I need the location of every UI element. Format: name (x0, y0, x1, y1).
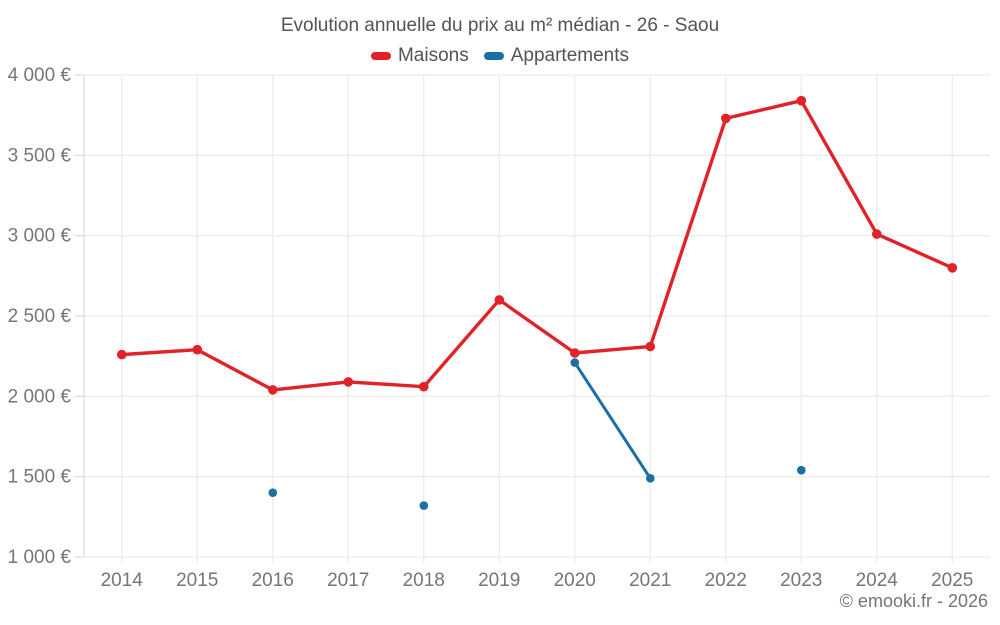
x-axis-label: 2014 (101, 570, 144, 591)
data-point-appartements-2020[interactable] (570, 358, 580, 367)
data-point-maisons-2014[interactable] (117, 349, 127, 360)
data-point-maisons-2016[interactable] (268, 385, 278, 395)
x-axis-label: 2021 (629, 570, 671, 591)
data-point-appartements-2018[interactable] (419, 501, 429, 510)
legend-label-maisons: Maisons (397, 45, 469, 66)
x-axis-label: 2015 (176, 570, 218, 591)
x-axis-label: 2019 (478, 570, 520, 591)
y-axis-label: 2 500 € (8, 306, 72, 327)
data-point-maisons-2015[interactable] (192, 344, 203, 355)
legend-item-appartements[interactable]: Appartements (483, 45, 630, 67)
copyright-watermark: © emooki.fr - 2026 (839, 591, 988, 611)
y-axis-label: 1 500 € (8, 467, 72, 488)
data-point-appartements-2021[interactable] (646, 474, 655, 483)
chart-legend: Maisons Appartements (0, 45, 1000, 67)
y-axis-label: 4 000 € (8, 65, 72, 86)
y-axis-label: 3 000 € (8, 226, 72, 247)
series-line-maisons (120, 99, 954, 392)
y-axis-label: 1 000 € (8, 547, 72, 568)
data-point-maisons-2025[interactable] (947, 263, 958, 273)
x-axis-label: 2017 (327, 570, 369, 591)
series-line-appartements (575, 363, 802, 479)
x-axis-label: 2018 (403, 570, 445, 591)
data-point-maisons-2024[interactable] (872, 229, 882, 239)
data-point-maisons-2022[interactable] (721, 113, 731, 124)
x-axis-label: 2024 (856, 570, 899, 591)
legend-label-appartements: Appartements (510, 45, 630, 66)
data-point-maisons-2019[interactable] (494, 295, 505, 305)
y-axis-label: 3 500 € (8, 145, 72, 166)
x-axis-label: 2020 (554, 570, 596, 591)
x-axis-label: 2023 (780, 570, 822, 591)
data-point-maisons-2023[interactable] (796, 95, 807, 106)
data-point-maisons-2021[interactable] (645, 341, 656, 352)
x-axis-label: 2022 (705, 570, 747, 591)
maisons-legend-swatch-icon (370, 52, 391, 60)
y-axis-label: 2 000 € (8, 386, 72, 407)
data-point-maisons-2020[interactable] (570, 348, 580, 358)
data-point-appartements-2023[interactable] (797, 465, 806, 475)
x-axis-label: 2025 (931, 570, 973, 591)
data-point-maisons-2018[interactable] (419, 381, 429, 392)
appartements-legend-swatch-icon (483, 52, 504, 60)
x-axis-label: 2016 (252, 570, 294, 591)
chart-title: Evolution annuelle du prix au m² médian … (280, 15, 720, 36)
legend-item-maisons[interactable]: Maisons (370, 45, 469, 67)
data-point-appartements-2016[interactable] (268, 488, 278, 498)
data-point-maisons-2017[interactable] (343, 377, 354, 387)
